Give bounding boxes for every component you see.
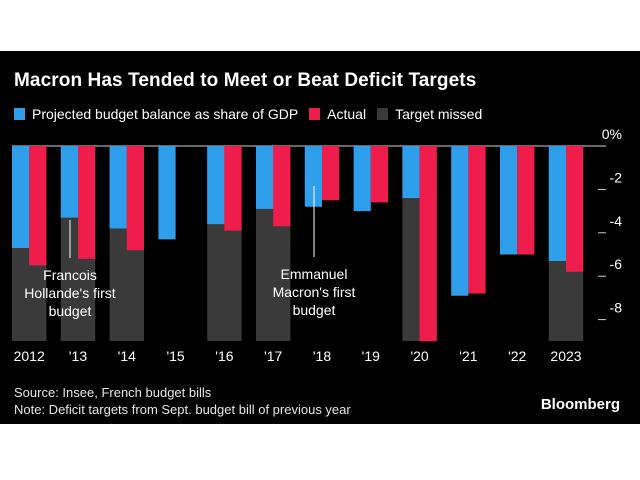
y-tick-label: -8 bbox=[610, 300, 623, 316]
legend-swatch-projected bbox=[14, 108, 25, 120]
bar-projected-17 bbox=[256, 146, 274, 209]
bar-projected-2023 bbox=[548, 146, 566, 262]
y-tick-label: -4 bbox=[610, 213, 623, 229]
x-tick-label-21: '21 bbox=[459, 348, 477, 364]
legend-item-missed: Target missed bbox=[377, 106, 482, 122]
legend-item-actual: Actual bbox=[309, 106, 366, 122]
y-tick-label: -2 bbox=[610, 169, 623, 185]
legend-swatch-actual bbox=[309, 108, 321, 120]
x-tick-label-17: '17 bbox=[264, 348, 282, 364]
bar-actual-2012 bbox=[29, 146, 47, 266]
legend-item-projected: Projected budget balance as share of GDP bbox=[14, 106, 298, 122]
x-tick-label-19: '19 bbox=[362, 348, 380, 364]
bar-actual-19 bbox=[370, 146, 388, 203]
footnote: Note: Deficit targets from Sept. budget … bbox=[14, 402, 351, 417]
bar-projected-16 bbox=[207, 146, 225, 225]
annotation-text: Hollande's first bbox=[24, 285, 115, 301]
bar-projected-14 bbox=[109, 146, 127, 229]
x-tick-label-18: '18 bbox=[313, 348, 331, 364]
bar-actual-21 bbox=[468, 146, 486, 294]
bar-projected-15 bbox=[158, 146, 176, 240]
bar-actual-2023 bbox=[566, 146, 584, 272]
y-tick-label: -6 bbox=[610, 256, 623, 272]
annotation-text: Macron's first bbox=[273, 284, 356, 300]
bar-projected-19 bbox=[353, 146, 371, 212]
y-tick-label: 0% bbox=[602, 126, 622, 142]
x-tick-label-15: '15 bbox=[166, 348, 184, 364]
bar-projected-13 bbox=[60, 146, 78, 218]
bar-actual-20 bbox=[419, 146, 437, 342]
bar-projected-2012 bbox=[12, 146, 30, 248]
chart-title: Macron Has Tended to Meet or Beat Defici… bbox=[14, 70, 477, 91]
annotation-text: budget bbox=[49, 303, 92, 319]
annotation-text: budget bbox=[293, 302, 336, 318]
bar-actual-22 bbox=[517, 146, 535, 255]
bar-actual-16 bbox=[224, 146, 242, 231]
bar-projected-20 bbox=[402, 146, 420, 199]
legend-label-actual: Actual bbox=[327, 106, 367, 122]
legend-swatch-missed bbox=[377, 108, 389, 120]
bar-projected-21 bbox=[451, 146, 469, 296]
x-tick-label-20: '20 bbox=[410, 348, 428, 364]
bar-projected-22 bbox=[500, 146, 518, 255]
bloomberg-logo: Bloomberg bbox=[540, 396, 620, 413]
bar-actual-13 bbox=[78, 146, 96, 259]
legend-label-projected: Projected budget balance as share of GDP bbox=[32, 106, 299, 122]
x-tick-label-2023: 2023 bbox=[550, 348, 581, 364]
annotation-text: Francois bbox=[43, 267, 97, 283]
x-tick-label-22: '22 bbox=[508, 348, 526, 364]
legend-label-missed: Target missed bbox=[395, 106, 483, 122]
x-tick-label-2012: 2012 bbox=[14, 348, 45, 364]
source-note: Source: Insee, French budget bills bbox=[14, 385, 212, 400]
x-tick-label-14: '14 bbox=[118, 348, 136, 364]
x-tick-label-13: '13 bbox=[69, 348, 87, 364]
bar-actual-14 bbox=[126, 146, 144, 251]
annotation-text: Emmanuel bbox=[281, 266, 348, 282]
x-tick-label-16: '16 bbox=[215, 348, 233, 364]
bar-projected-18 bbox=[304, 146, 322, 207]
bar-actual-18 bbox=[322, 146, 340, 201]
legend: Projected budget balance as share of GDP… bbox=[14, 106, 493, 122]
bar-actual-17 bbox=[273, 146, 291, 227]
